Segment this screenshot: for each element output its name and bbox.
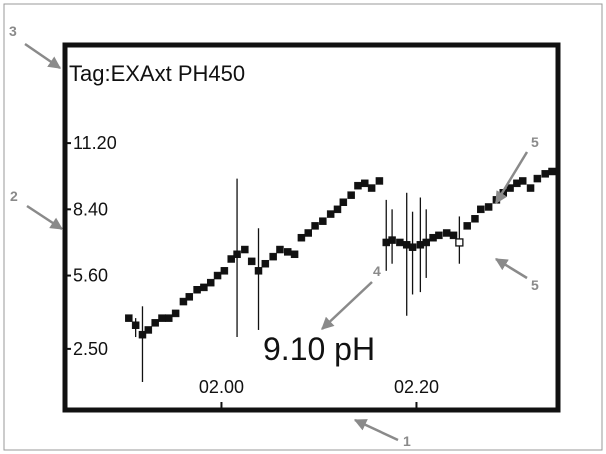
y-tick-label: 2.50: [73, 339, 108, 359]
trend-point: [200, 283, 208, 292]
y-axis-ticks: 11.20 8.40 5.60 2.50: [65, 133, 117, 359]
trend-point: [435, 231, 443, 240]
trend-point: [367, 184, 376, 192]
callout-arrow-1: [353, 418, 399, 442]
trend-point: [247, 257, 256, 266]
outer-frame: [3, 3, 603, 451]
trend-point: [449, 231, 458, 240]
trend-point: [220, 267, 229, 275]
trend-point: [484, 203, 493, 211]
trend-point: [213, 271, 222, 280]
trend-point: [518, 177, 527, 185]
trend-point: [304, 229, 312, 237]
trend-point: [339, 198, 348, 206]
trend-point: [297, 233, 306, 242]
trend-point: [541, 170, 549, 178]
callout-number-5-upper: 5: [531, 134, 539, 150]
y-tick-label: 8.40: [73, 199, 108, 219]
trend-point: [311, 222, 319, 230]
callout-number-2: 2: [10, 188, 18, 204]
x-tick-label: 02.00: [199, 377, 244, 397]
trend-point: [171, 309, 180, 318]
trend-point: [193, 285, 201, 294]
callout-number-4: 4: [373, 263, 381, 279]
trend-point: [138, 330, 147, 339]
trend-point: [125, 314, 133, 322]
trend-point: [396, 238, 404, 247]
trend-point: [548, 167, 556, 176]
trend-points: [125, 167, 556, 339]
trend-point: [165, 314, 173, 322]
trend-point: [290, 250, 299, 259]
trend-point: [408, 243, 417, 251]
trend-point: [179, 297, 188, 306]
trend-point: [442, 229, 451, 237]
y-tick-label: 11.20: [73, 133, 117, 153]
trend-point: [326, 210, 335, 218]
x-tick-label: 02.20: [394, 377, 439, 397]
trend-point: [422, 238, 430, 247]
callout-number-5-lower: 5: [531, 277, 539, 293]
current-reading: 9.10 pH: [263, 331, 375, 367]
callout-arrow-5-upper: [494, 151, 529, 205]
trend-point: [471, 215, 479, 223]
y-tick-label: 5.60: [73, 266, 108, 286]
trend-point: [206, 278, 215, 287]
trend-point: [185, 293, 194, 301]
callout-arrow-4: [321, 281, 373, 330]
trend-point: [284, 248, 292, 256]
callout-number-3: 3: [9, 23, 17, 39]
trend-point: [477, 205, 485, 214]
callout-arrow-3: [24, 42, 62, 70]
trend-point: [533, 174, 542, 183]
trend-point: [241, 245, 249, 254]
trend-point: [463, 222, 471, 230]
trend-point: [269, 252, 277, 261]
trend-point: [526, 184, 535, 192]
callout-arrow-2: [26, 204, 64, 231]
trend-point: [158, 314, 166, 322]
trend-point: [319, 217, 327, 225]
trend-point: [254, 267, 263, 275]
trend-point: [333, 205, 342, 214]
trend-point: [388, 236, 396, 244]
callout-arrow-5-lower: [494, 257, 528, 280]
trend-point: [375, 177, 384, 185]
x-axis-ticks: 02.00 02.20: [199, 377, 439, 410]
trend-point: [361, 179, 369, 188]
trend-point: [131, 321, 140, 329]
trend-point: [227, 255, 235, 263]
trend-point-open: [455, 238, 464, 247]
trend-point: [506, 184, 514, 192]
trend-point: [276, 245, 284, 254]
callout-number-1: 1: [403, 433, 411, 449]
trend-point: [233, 250, 241, 259]
trend-point: [347, 191, 355, 199]
trend-point: [151, 319, 159, 327]
tag-label: Tag:EXAxt PH450: [69, 61, 245, 86]
trend-point: [261, 259, 270, 268]
trend-point: [354, 181, 362, 190]
trend-point: [144, 326, 153, 334]
